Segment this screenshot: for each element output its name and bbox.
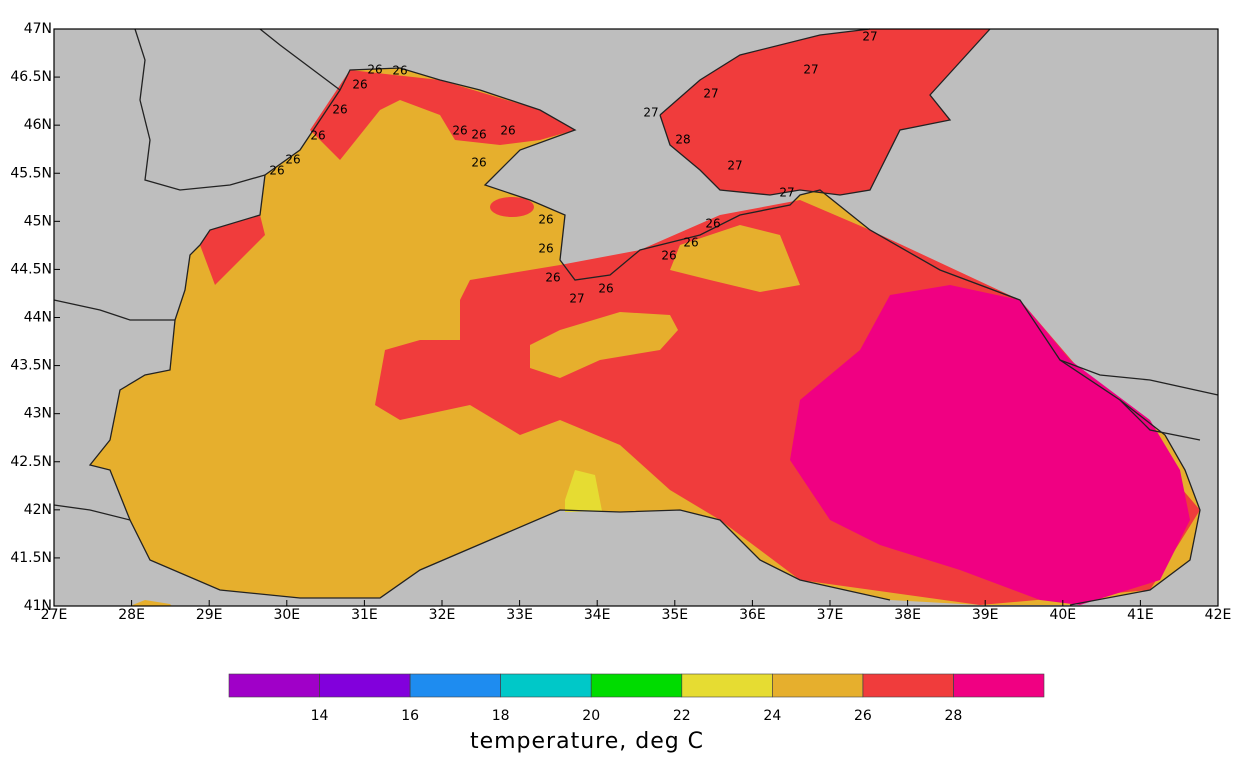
colorbar-label: 28 [945,708,963,724]
sea-corner [130,600,172,606]
y-tick-label: 42N [24,502,52,518]
contour-label: 27 [727,159,742,173]
x-tick-label: 30E [273,607,300,623]
y-tick-label: 43.5N [10,358,52,374]
x-tick-label: 29E [196,607,223,623]
coastline [659,28,991,196]
y-tick-label: 44N [24,310,52,326]
border-line [259,28,341,91]
border-line [53,299,175,321]
contour-label: 26 [661,249,676,263]
colorbar-label: 24 [763,708,781,724]
y-tick-label: 46N [24,117,52,133]
colorbar-segment [500,673,592,698]
contour-label: 27 [779,186,794,200]
contour-label: 26 [683,236,698,250]
colorbar-label: 14 [311,708,329,724]
colorbar-label: 18 [492,708,510,724]
x-tick-label: 34E [584,607,611,623]
contour-label: 26 [285,153,300,167]
cool-patch [670,225,800,292]
contour-label: 27 [862,30,877,44]
x-tick-label: 32E [429,607,456,623]
hot-region [790,285,1190,605]
contour-label: 26 [367,63,382,77]
y-tick-label: 47N [24,21,52,37]
cool-patch [565,470,602,512]
y-tick-label: 41N [24,598,52,614]
colorbar-segment [772,673,864,698]
contour-label: 26 [705,217,720,231]
colorbar-segment [409,673,501,698]
y-tick-label: 46.5N [10,69,52,85]
colorbar-segment [590,673,683,698]
azov-sea [660,29,990,195]
warm-region [490,197,534,217]
y-tick-label: 42.5N [10,454,52,470]
contour-label: 26 [352,78,367,92]
x-tick-label: 41E [1127,607,1154,623]
x-tick-label: 39E [972,607,999,623]
colorbar-segment [228,673,320,698]
contour-label: 26 [471,128,486,142]
axis-ticks: 27E 28E 29E 30E 31E 32E 33E 34E 35E 36E 37E 38E 39E 4… [10,21,1231,623]
coastline [199,67,1201,606]
colorbar-label: 16 [401,708,419,724]
border-line [134,28,266,191]
warm-region [310,70,575,160]
y-tick-label: 45N [24,213,52,229]
x-tick-label: 40E [1049,607,1076,623]
borders [53,28,1219,606]
colorbar-segment [319,673,411,698]
colorbar-segment [681,673,773,698]
x-tick-label: 36E [739,607,766,623]
contour-label: 26 [452,124,467,138]
contour-label: 26 [598,282,613,296]
warm-region [200,215,265,285]
contour-label: 26 [392,64,407,78]
x-tick-label: 38E [894,607,921,623]
colorbar-label: 22 [673,708,691,724]
contour-label: 26 [500,124,515,138]
coastline [88,244,891,601]
x-tick-label: 27E [41,607,68,623]
contour-label: 27 [803,63,818,77]
x-tick-label: 31E [351,607,378,623]
x-tick-label: 33E [506,607,533,623]
sea [90,29,1200,606]
colorbar: 14 16 18 20 22 24 26 28 [228,673,1045,724]
x-tick-label: 35E [661,607,688,623]
x-tick-label: 28E [118,607,145,623]
contour-label: 26 [471,156,486,170]
colorbar-label: 26 [854,708,872,724]
border-line [53,504,131,521]
y-tick-label: 44.5N [10,261,52,277]
contour-label: 27 [643,106,658,120]
border-line [1119,399,1201,441]
contour-label: 27 [569,292,584,306]
y-tick-label: 41.5N [10,550,52,566]
contour-label: 26 [310,129,325,143]
contour-label: 26 [545,271,560,285]
y-tick-label: 43N [24,406,52,422]
x-tick-label: 37E [817,607,844,623]
colorbar-segment [953,673,1045,698]
contour-label: 28 [675,133,690,147]
y-tick-label: 45.5N [10,165,52,181]
contour-label: 26 [332,103,347,117]
border-line [1059,359,1219,396]
contour-label: 27 [703,87,718,101]
contour-label: 26 [269,164,284,178]
contour-label: 26 [538,213,553,227]
colorbar-label: 20 [582,708,600,724]
contour-label: 26 [538,242,553,256]
colorbar-segment [862,673,954,698]
x-tick-label: 42E [1205,607,1232,623]
cool-patch [530,312,678,378]
colorbar-title: temperature, deg C [470,729,704,754]
